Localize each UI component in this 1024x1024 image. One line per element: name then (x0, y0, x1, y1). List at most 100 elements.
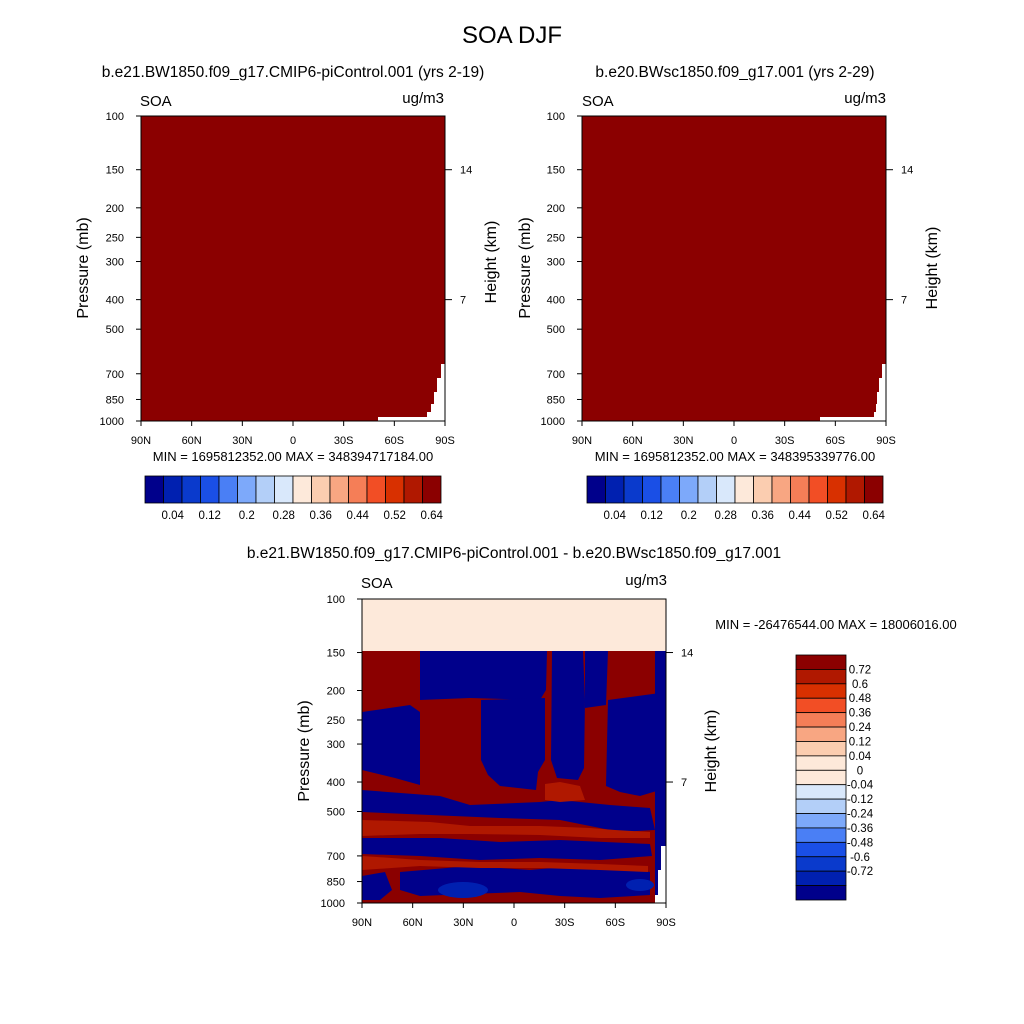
panel-diff-field (362, 599, 666, 903)
panel-right-field (582, 116, 886, 421)
panel-right-missing-wedge (820, 364, 886, 421)
colorbar-label: -0.24 (847, 809, 874, 821)
panel-right: b.e20.BWsc1850.f09_g17.001 (yrs 2-29) SO… (517, 64, 941, 522)
colorbar-label: 0.52 (826, 510, 848, 522)
colorbar-swatch (403, 475, 423, 504)
x-tick-label: 90N (572, 435, 592, 447)
y2-tick-label: 7 (681, 777, 687, 789)
y2-tick-label: 14 (901, 165, 913, 177)
x-tick-label: 30N (232, 435, 252, 447)
colorbar-label: -0.6 (850, 852, 870, 864)
panel-right-y-axis: 100 150 200 250 300 400 500 700 850 1000 (541, 111, 582, 428)
colorbar-label: 0.36 (752, 510, 774, 522)
panel-left-variable: SOA (140, 93, 172, 110)
diff-negative-region (362, 872, 392, 900)
y-tick-label: 300 (106, 257, 124, 269)
y-tick-label: 850 (547, 394, 565, 406)
panel-diff: b.e21.BW1850.f09_g17.CMIP6-piControl.001… (247, 545, 957, 929)
colorbar-swatch (827, 475, 847, 504)
y-tick-label: 500 (106, 324, 124, 336)
panel-left-y2-axis: 14 7 (445, 165, 472, 307)
colorbar-label: 0.04 (604, 510, 627, 522)
colorbar-swatch (753, 475, 773, 504)
colorbar-label: -0.36 (847, 823, 873, 835)
panel-right-title: b.e20.BWsc1850.f09_g17.001 (yrs 2-29) (595, 64, 874, 81)
y-tick-label: 100 (106, 111, 124, 123)
y-tick-label: 1000 (541, 416, 565, 428)
y2-tick-label: 14 (460, 165, 472, 177)
y-tick-label: 100 (327, 594, 345, 606)
y-tick-label: 300 (547, 257, 565, 269)
panel-left-colorbar: 0.04 0.12 0.2 0.28 0.36 0.44 0.52 0.64 (144, 475, 444, 522)
y-tick-label: 700 (547, 369, 565, 381)
panel-diff-x-axis: 90N 60N 30N 0 30S 60S 90S (352, 903, 676, 929)
y-tick-label: 250 (327, 715, 345, 727)
y-tick-label: 200 (106, 203, 124, 215)
colorbar-label: 0.28 (715, 510, 737, 522)
x-tick-label: 30N (453, 917, 473, 929)
x-tick-label: 90S (435, 435, 455, 447)
colorbar-label: -0.12 (847, 794, 873, 806)
diff-negative-region (362, 790, 655, 832)
figure-title: SOA DJF (462, 22, 562, 49)
colorbar-swatch (795, 870, 847, 886)
colorbar-swatch (605, 475, 625, 504)
y-tick-label: 200 (547, 203, 565, 215)
panel-left-y-axis: 100 150 200 250 300 400 500 700 850 1000 (100, 111, 141, 428)
panel-diff-y-axis: 100 150 200 250 300 400 500 700 850 1000 (321, 594, 362, 910)
colorbar-label: 0.44 (789, 510, 812, 522)
y-tick-label: 850 (327, 877, 345, 889)
y-tick-label: 150 (547, 165, 565, 177)
x-tick-label: 60S (826, 435, 846, 447)
panel-diff-units: ug/m3 (625, 572, 667, 589)
panel-diff-stats: MIN = -26476544.00 MAX = 18006016.00 (715, 617, 956, 632)
colorbar-swatch (623, 475, 643, 504)
colorbar-swatch (311, 475, 331, 504)
x-tick-label: 60N (182, 435, 202, 447)
colorbar-swatch (329, 475, 349, 504)
panel-left-field (141, 116, 445, 421)
colorbar-swatch (716, 475, 736, 504)
colorbar-label: 0.2 (681, 510, 697, 522)
colorbar-swatch (366, 475, 386, 504)
x-tick-label: 30S (555, 917, 575, 929)
diff-negative-cell (438, 882, 488, 898)
diff-positive-mid (362, 820, 650, 838)
colorbar-swatch (795, 827, 847, 843)
colorbar-swatch (292, 475, 312, 504)
colorbar-swatch (385, 475, 405, 504)
y-tick-label: 250 (106, 232, 124, 244)
y-tick-label: 150 (327, 648, 345, 660)
colorbar-swatch (795, 841, 847, 858)
y-tick-label: 250 (547, 232, 565, 244)
panel-right-y2label: Height (km) (924, 227, 941, 310)
x-tick-label: 60S (606, 917, 626, 929)
diff-negative-region (420, 651, 547, 700)
x-tick-label: 60S (385, 435, 405, 447)
diff-missing-wedge (655, 846, 666, 903)
panel-diff-title: b.e21.BW1850.f09_g17.CMIP6-piControl.001… (247, 545, 781, 562)
y-tick-label: 100 (547, 111, 565, 123)
diff-negative-region (362, 705, 420, 785)
colorbar-label: 0.44 (347, 510, 370, 522)
colorbar-swatch (144, 475, 164, 504)
diff-negative-cell (626, 879, 654, 891)
y-tick-label: 400 (547, 295, 565, 307)
colorbar-label: 0.12 (199, 510, 221, 522)
panel-left-units: ug/m3 (402, 90, 444, 107)
y-tick-label: 700 (106, 369, 124, 381)
x-tick-label: 90N (131, 435, 151, 447)
panel-left-ylabel: Pressure (mb) (75, 217, 92, 318)
colorbar-swatch (697, 475, 717, 504)
colorbar-swatch (795, 813, 847, 829)
colorbar-label: -0.72 (847, 866, 873, 878)
diff-positive-mid (545, 782, 585, 802)
colorbar-label: 0.72 (849, 664, 871, 676)
diff-negative-region (585, 651, 608, 708)
diff-negative-region (362, 838, 652, 860)
diff-negative-region (551, 651, 585, 780)
colorbar-swatch (795, 798, 847, 814)
panel-right-colorbar: 0.04 0.12 0.2 0.28 0.36 0.44 0.52 0.64 (586, 475, 886, 522)
x-tick-label: 30N (673, 435, 693, 447)
